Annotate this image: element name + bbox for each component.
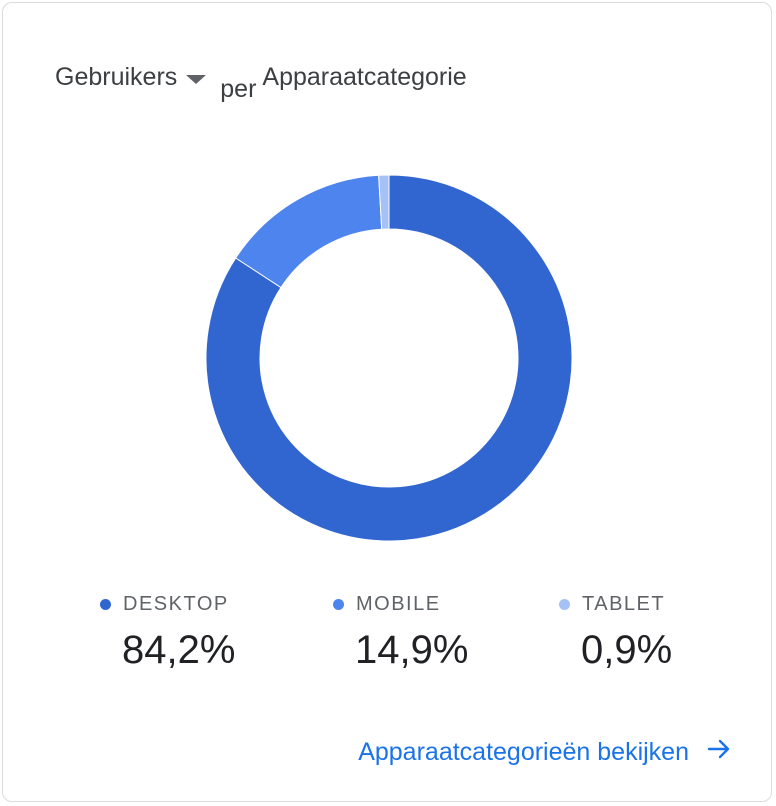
donut-slice-tablet[interactable] (378, 174, 390, 230)
donut-chart (205, 174, 573, 542)
legend-value-label: 14,9% (355, 628, 469, 672)
legend-dot-icon (333, 598, 344, 610)
view-device-categories-label: Apparaatcategorieën bekijken (358, 738, 689, 766)
donut-slice-mobile[interactable] (235, 174, 383, 289)
per-label: per (220, 75, 257, 103)
legend-category-label: MOBILE (356, 592, 441, 615)
legend-value-label: 0,9% (581, 628, 673, 672)
card-header: Gebruikers per Apparaatcategorie (55, 61, 467, 103)
metric-label: Gebruikers (55, 63, 178, 91)
legend-label-row: TABLET (559, 590, 672, 618)
legend-item-mobile: MOBILE 14,9% (333, 590, 468, 674)
legend-item-desktop: DESKTOP 84,2% (100, 590, 235, 674)
arrow-right-icon (707, 737, 731, 768)
legend-dot-icon (100, 598, 111, 610)
legend-category-label: TABLET (582, 592, 666, 615)
view-device-categories-link[interactable]: Apparaatcategorieën bekijken (358, 737, 731, 768)
legend-dot-icon (559, 598, 570, 610)
dropdown-caret-icon (186, 74, 207, 84)
legend-label-row: DESKTOP (100, 590, 235, 618)
metric-selector[interactable]: Gebruikers (55, 61, 207, 93)
donut-slice-desktop[interactable] (205, 174, 573, 542)
legend-item-tablet: TABLET 0,9% (559, 590, 672, 674)
legend-label-row: MOBILE (333, 590, 468, 618)
dimension-label: Apparaatcategorie (262, 63, 467, 91)
legend-category-label: DESKTOP (123, 592, 229, 615)
chart-legend: DESKTOP 84,2% MOBILE 14,9% TABLET 0,9% (3, 590, 776, 680)
legend-value-label: 84,2% (122, 628, 236, 672)
